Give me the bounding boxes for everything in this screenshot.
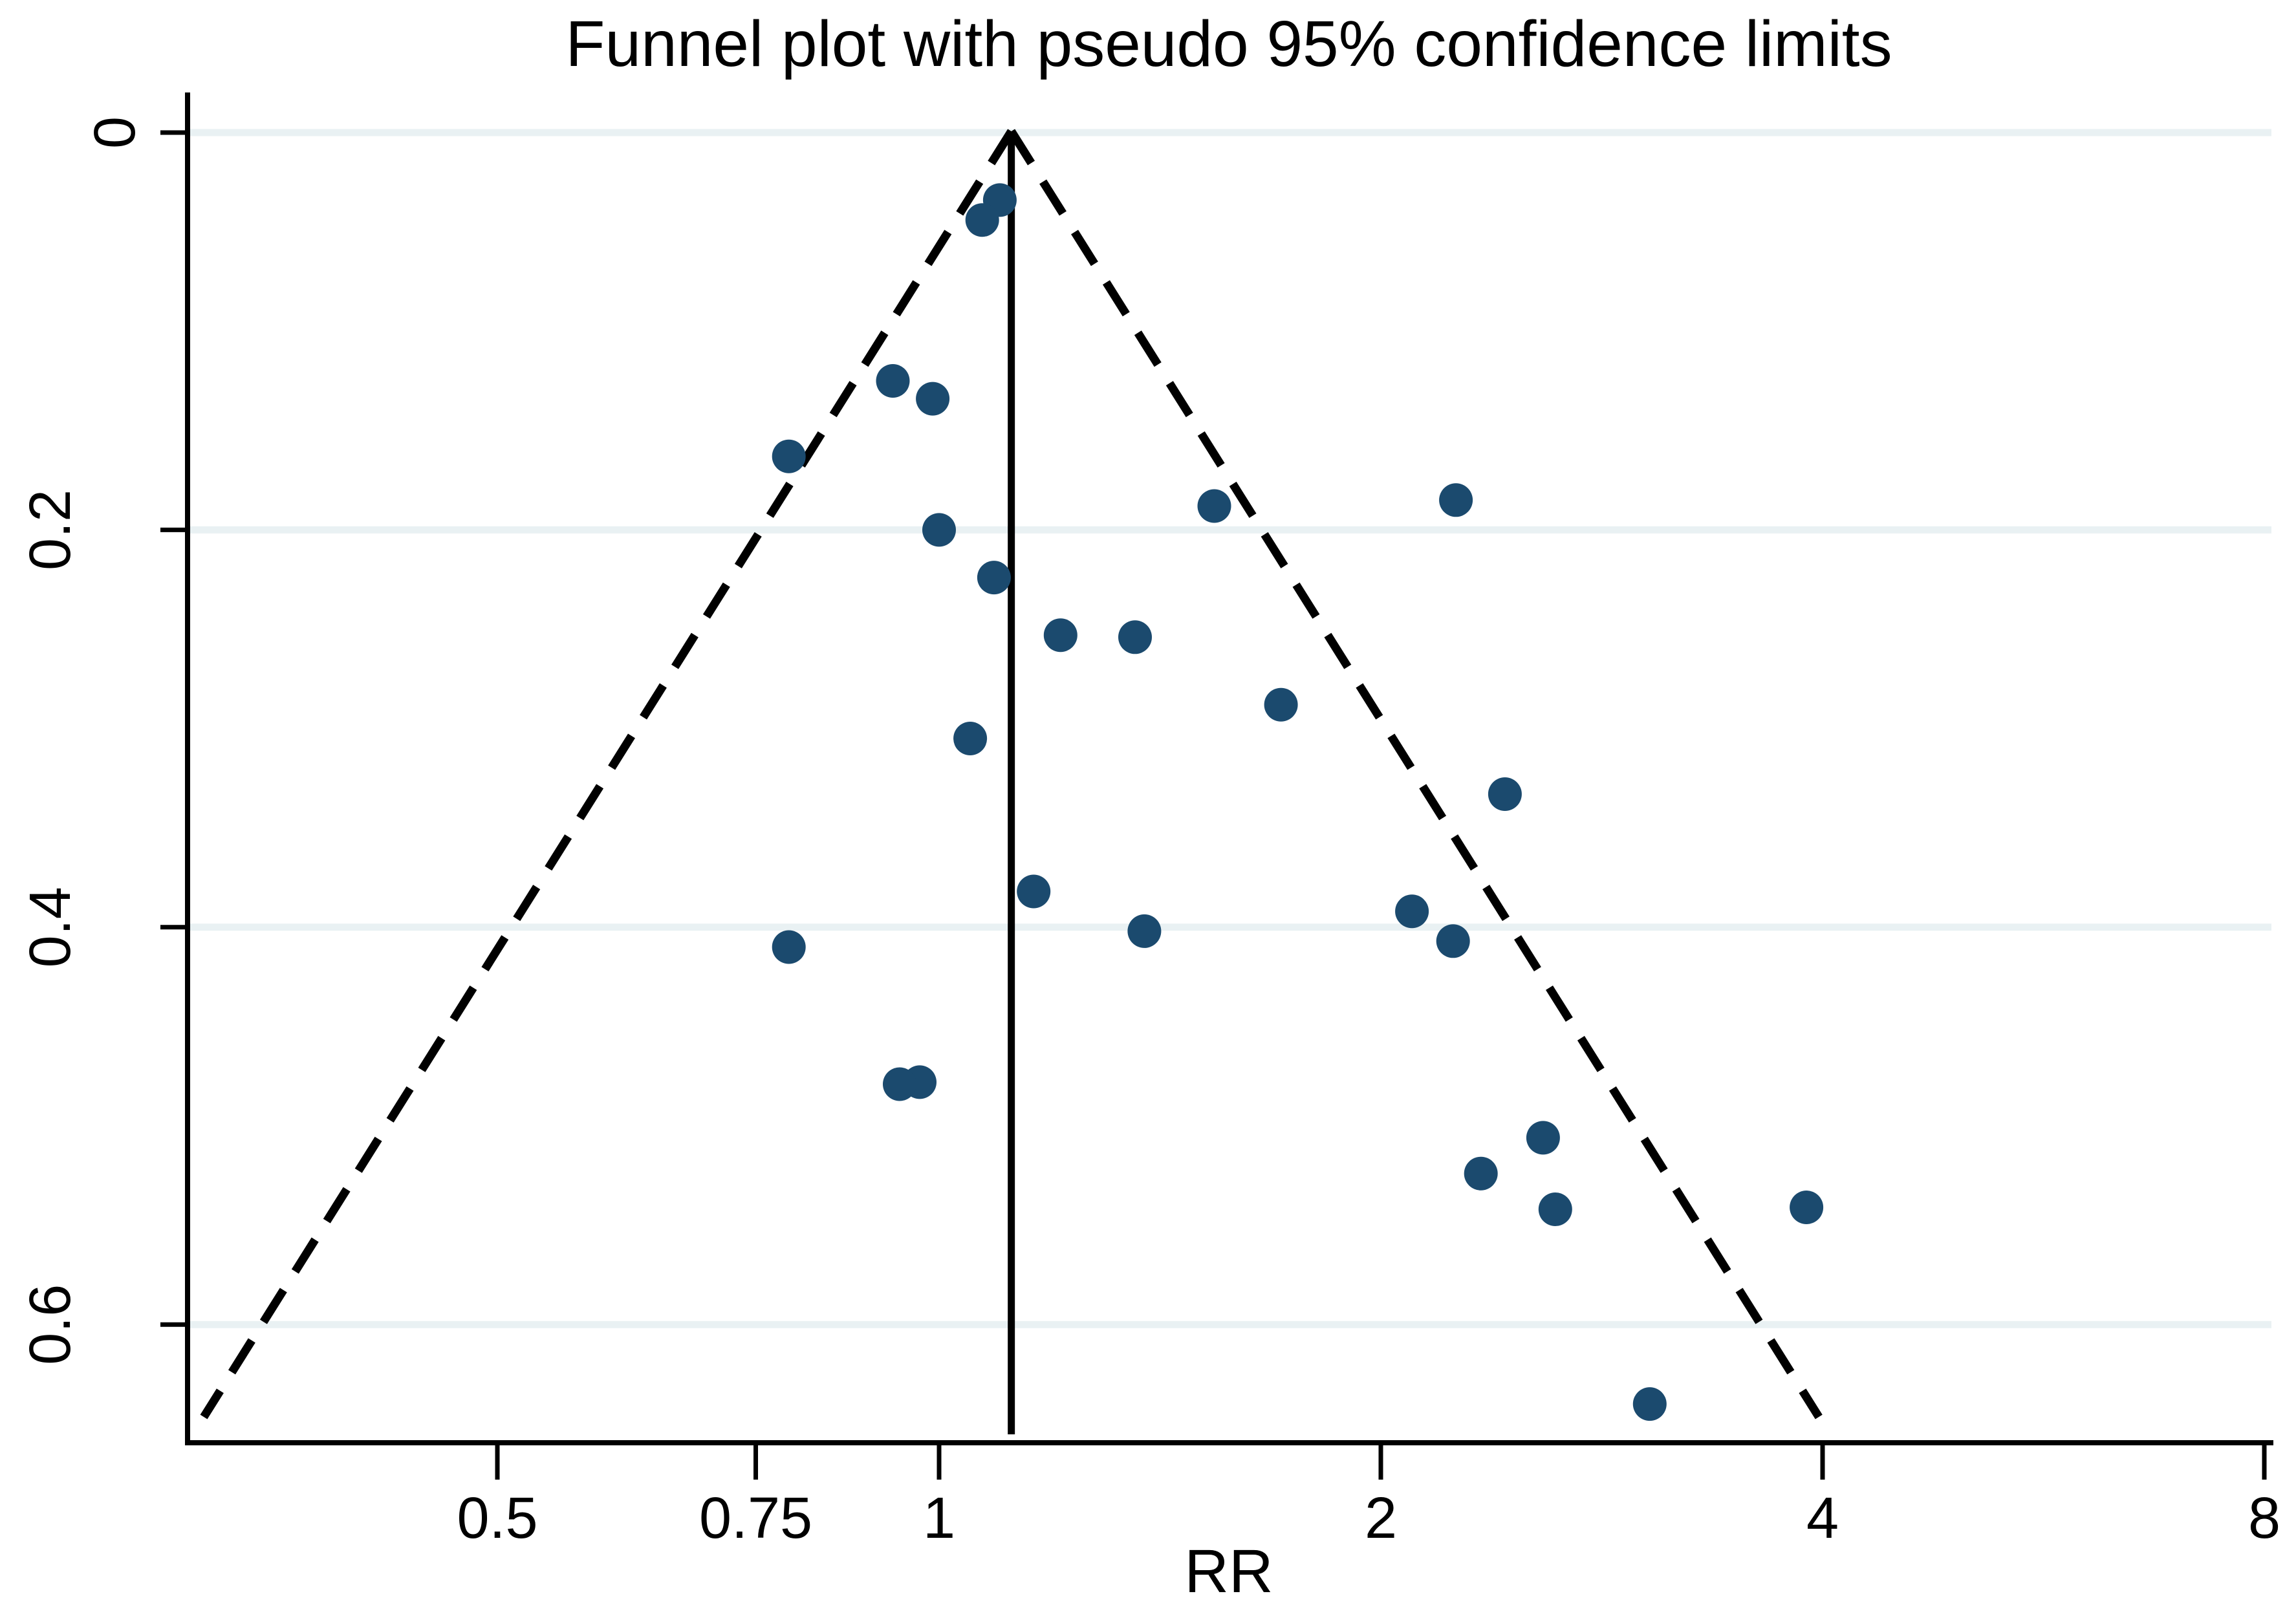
data-point (876, 364, 910, 398)
gridlines-layer (190, 129, 2271, 1328)
data-point (1118, 620, 1152, 654)
data-point (1439, 483, 1473, 517)
data-point (772, 930, 806, 964)
x-axis-title: RR (1184, 1537, 1273, 1606)
funnel-left-limit-line (200, 129, 1015, 1419)
data-point (1632, 1387, 1667, 1421)
data-point (1127, 914, 1162, 948)
data-point (1790, 1191, 1824, 1224)
x-tick-label: 2 (1365, 1486, 1397, 1551)
chart-title: Funnel plot with pseudo 95% confidence l… (565, 8, 1892, 80)
data-points-layer (772, 183, 1824, 1421)
data-point (772, 439, 806, 473)
data-point (1017, 874, 1051, 909)
x-tick-label: 1 (923, 1486, 955, 1551)
y-tick-label: 0.2 (18, 490, 83, 570)
y-tick-label: 0.6 (18, 1284, 83, 1365)
x-tick-label: 0.5 (457, 1486, 537, 1551)
funnel-limits-layer (200, 129, 1823, 1434)
data-point (953, 722, 988, 755)
funnel-right-limit-line (1008, 129, 1823, 1419)
x-tick-label: 0.75 (699, 1486, 812, 1551)
data-point (1526, 1121, 1560, 1155)
y-tick-label: 0 (83, 116, 147, 149)
data-point (977, 561, 1011, 595)
tick-labels-layer: 0 0.2 0.4 0.6 0.5 0.75 1 2 4 8 (18, 116, 2280, 1551)
data-point (1538, 1192, 1572, 1226)
data-point (883, 1067, 916, 1101)
data-point (1043, 618, 1078, 653)
data-point (1464, 1156, 1498, 1191)
data-point (1395, 894, 1429, 929)
data-point (1436, 924, 1470, 958)
axes-layer (160, 92, 2273, 1480)
data-point (1488, 777, 1522, 811)
data-point (922, 513, 956, 547)
data-point (1197, 489, 1231, 523)
x-tick-label: 8 (2248, 1486, 2280, 1551)
data-point (1264, 687, 1298, 722)
data-point (965, 203, 999, 237)
x-tick-label: 4 (1806, 1486, 1839, 1551)
data-point (916, 382, 950, 416)
y-tick-label: 0.4 (18, 887, 83, 967)
